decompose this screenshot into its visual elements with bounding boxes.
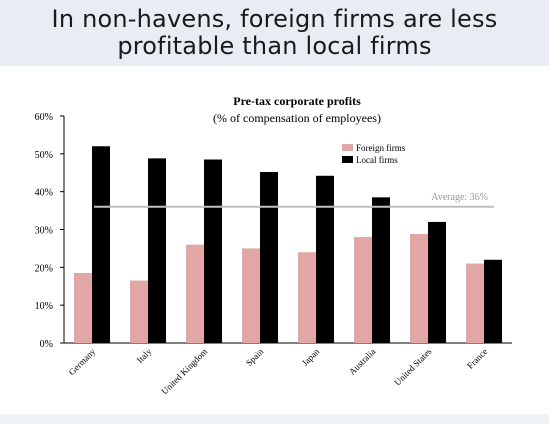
average-label: Average: 36% xyxy=(431,192,488,203)
x-tick-label: Australia xyxy=(347,346,377,376)
x-tick-label: France xyxy=(465,346,489,370)
x-tick-label: Germany xyxy=(67,346,98,377)
slide-title-line-2: profitable than local firms xyxy=(117,32,432,60)
bar-local-firms-japan xyxy=(316,175,334,343)
y-tick-label: 30% xyxy=(35,226,53,237)
x-tick-label: Italy xyxy=(135,346,154,365)
x-tick-label: United Kingdom xyxy=(159,346,209,396)
slide-header: In non-havens, foreign firms are less pr… xyxy=(0,0,549,66)
bar-local-firms-germany xyxy=(92,146,110,343)
bar-local-firms-united-states xyxy=(428,221,446,343)
bar-local-firms-australia xyxy=(372,197,390,343)
y-tick-label: 60% xyxy=(35,112,53,123)
bars xyxy=(74,146,502,343)
legend: Foreign firms Local firms xyxy=(342,143,406,165)
y-tick-label: 20% xyxy=(35,263,53,274)
bar-local-firms-france xyxy=(484,259,502,343)
bar-foreign-firms-australia xyxy=(354,237,372,343)
bar-local-firms-italy xyxy=(148,158,166,343)
y-tick-label: 40% xyxy=(35,188,53,199)
bar-foreign-firms-germany xyxy=(74,273,92,343)
bar-foreign-firms-japan xyxy=(298,252,316,343)
legend-label: Local firms xyxy=(356,155,398,165)
bar-local-firms-united-kingdom xyxy=(204,159,222,343)
bar-foreign-firms-spain xyxy=(242,248,260,343)
bar-foreign-firms-united-kingdom xyxy=(186,244,204,343)
bar-foreign-firms-france xyxy=(466,263,484,343)
bar-foreign-firms-italy xyxy=(130,280,148,343)
slide-title-line-1: In non-havens, foreign firms are less xyxy=(51,5,498,33)
legend-swatch xyxy=(342,144,353,151)
x-axis-labels: Germany Italy United Kingdom Spain Japan Aust… xyxy=(67,346,490,396)
footer-band xyxy=(0,414,549,424)
legend-label: Foreign firms xyxy=(356,143,406,153)
y-tick-label: 50% xyxy=(35,150,53,161)
average-line-group: Average: 36% xyxy=(94,192,494,208)
y-tick-label: 0% xyxy=(40,339,53,350)
x-tick-label: United States xyxy=(392,346,434,388)
x-tick-label: Japan xyxy=(300,346,322,368)
bar-foreign-firms-united-states xyxy=(410,234,428,343)
legend-swatch xyxy=(342,156,353,163)
bar-chart: Pre-tax corporate profits (% of compensa… xyxy=(35,94,512,396)
chart-title: Pre-tax corporate profits xyxy=(233,94,361,108)
bar-local-firms-spain xyxy=(260,171,278,343)
chart-subtitle: (% of compensation of employees) xyxy=(213,111,381,125)
y-tick-label: 10% xyxy=(35,301,53,312)
x-tick-label: Spain xyxy=(244,346,266,368)
